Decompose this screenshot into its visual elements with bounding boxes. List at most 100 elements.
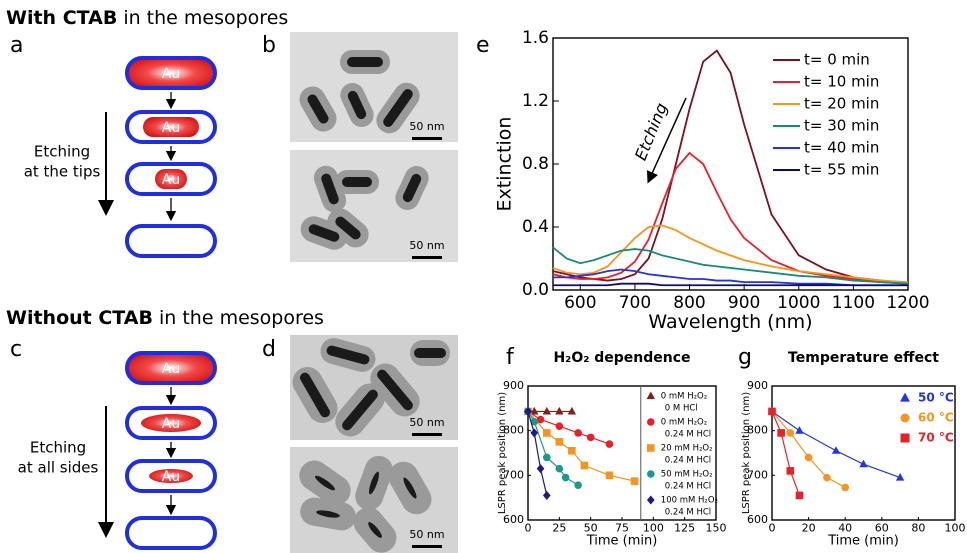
annotation: Etching [631,100,671,163]
legend-marker [647,470,655,478]
plot-frame [771,385,956,521]
point [786,467,795,475]
x-tick-label: 40 [838,521,852,534]
legend-label: 0.24 M HCl [665,456,711,466]
line-series [552,151,909,285]
line-series [552,246,909,285]
point [859,459,868,468]
point [543,490,551,500]
legend-label: 100 mM H₂O₂ [661,496,718,506]
x-tick-label: 20 [802,521,816,534]
annotation: at the tips [24,163,101,181]
panel-label: d [262,337,276,362]
point [823,473,831,482]
legend-label: 0 mM H₂O₂ [661,392,707,402]
particle-label: Au [162,361,180,377]
legend-label: 0.24 M HCl [665,482,711,492]
scale-bar-label: 50 nm [409,239,444,252]
legend-marker [900,392,910,402]
x-tick-label: 1100 [832,293,875,313]
point [542,406,551,415]
x-tick-label: 100 [945,521,966,534]
heading-bold: With CTAB [6,7,117,29]
legend-label: t= 40 min [804,139,879,157]
point [831,446,841,454]
legend-label: 50 mM H₂O₂ [661,470,713,480]
point [530,406,539,415]
scale-bar-label: 50 nm [409,416,444,429]
x-tick-label: 125 [674,521,695,534]
legend-label: 20 mM H₂O₂ [661,444,713,454]
y-tick-label: 700 [747,468,768,481]
point [555,422,564,431]
x-tick-label: 800 [673,293,705,313]
legend-label: t= 0 min [804,51,870,69]
x-tick-label: 50 [584,521,598,534]
point [543,429,551,437]
legend-label: t= 55 min [804,161,879,179]
y-axis-label: Extinction [494,117,516,212]
x-tick-label: 1000 [777,293,820,313]
point [586,433,595,442]
legend-label: t= 30 min [804,117,879,135]
panel-label: b [262,33,276,58]
heading: Without CTAB in the mesopores [6,307,324,329]
scale-bar-label: 50 nm [409,528,444,541]
annotation: Etching [34,143,90,161]
point [574,481,582,489]
point [530,417,539,426]
legend-marker [647,444,655,452]
point [536,415,545,424]
panel-label: f [506,345,515,370]
point [567,406,577,415]
scale-bar-label: 50 nm [409,120,444,133]
panel-label: e [476,33,490,58]
point [524,406,532,417]
y-tick-label: 800 [503,424,524,437]
x-tick-label: 150 [706,521,727,534]
point [574,429,582,437]
heading-rest: in the mesopores [123,7,288,29]
particle-label: Au [162,120,180,136]
point [895,473,905,481]
legend-label: 0 mM H₂O₂ [661,418,707,428]
line-series [552,224,909,284]
x-tick-label: 1200 [886,293,929,313]
tem-images [290,32,458,553]
schematic-c [125,351,217,550]
arrows [98,387,177,538]
point [536,464,545,474]
legend-marker [900,413,910,423]
y-tick-label: 900 [747,379,768,392]
y-tick-label: 0.0 [522,280,549,300]
point [543,453,551,462]
line-series [553,282,908,287]
particle-label: Au [162,469,180,485]
legend-label: 70 °C [918,431,954,445]
y-tick-label: 1.2 [522,91,549,111]
legend-marker [900,433,910,443]
point [530,428,539,438]
x-tick-label: 100 [643,521,664,534]
y-tick-label: 700 [503,468,524,481]
legend-label: t= 10 min [804,73,879,91]
y-tick-label: 1.6 [522,28,549,48]
x-axis-label: Time (min) [586,533,658,548]
y-tick-label: 600 [503,513,524,526]
x-axis-label: Time (min) [827,533,899,548]
x-tick-label: 700 [619,293,651,313]
annotation: Etching [30,439,86,457]
heading-bold: Without CTAB [6,307,153,329]
fit-line [771,411,801,496]
point [580,461,589,470]
point [555,406,564,415]
panel-label: a [10,33,23,58]
x-tick-label: 0 [525,521,532,534]
legend-label: 50 °C [918,391,954,405]
legend-marker [646,391,655,400]
point [786,429,795,437]
x-tick-label: 25 [552,521,566,534]
heading: With CTAB in the mesopores [6,7,288,29]
y-tick-label: 800 [747,424,768,437]
